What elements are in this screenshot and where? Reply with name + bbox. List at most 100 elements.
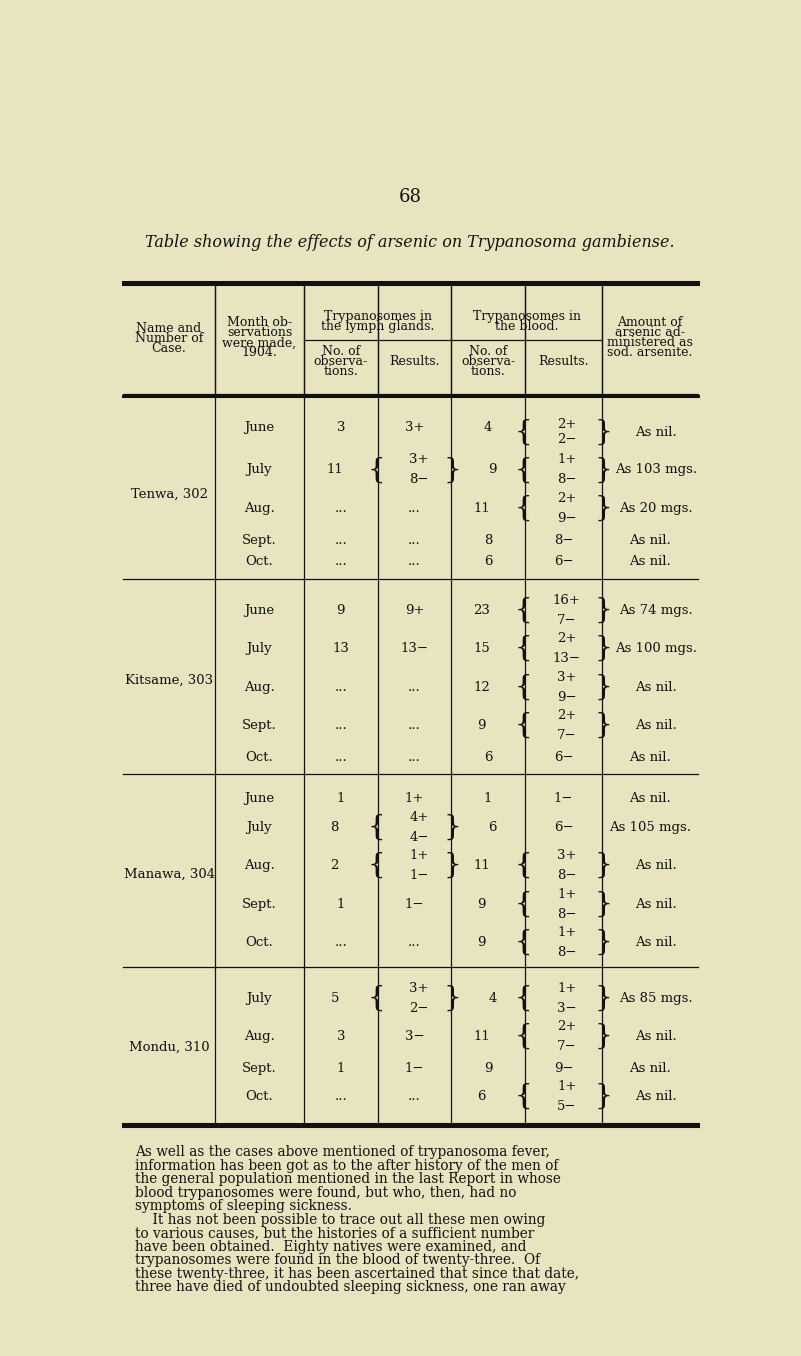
Text: tions.: tions. [324, 365, 358, 378]
Text: }: } [444, 852, 461, 879]
Text: }: } [595, 984, 613, 1012]
Text: tions.: tions. [471, 365, 505, 378]
Text: 13−: 13− [553, 652, 581, 664]
Text: {: { [514, 457, 532, 484]
Text: As nil.: As nil. [629, 751, 671, 763]
Text: trypanosomes were found in the blood of twenty-three.  Of: trypanosomes were found in the blood of … [135, 1253, 540, 1267]
Text: As well as the cases above mentioned of trypanosoma fever,: As well as the cases above mentioned of … [135, 1146, 549, 1159]
Text: }: } [595, 852, 613, 879]
Text: ...: ... [408, 751, 421, 763]
Text: 3+: 3+ [409, 453, 429, 466]
Text: }: } [444, 984, 461, 1012]
Text: 11: 11 [473, 1031, 490, 1043]
Text: }: } [444, 814, 461, 841]
Text: 11: 11 [326, 464, 343, 476]
Text: {: { [514, 419, 532, 446]
Text: 1−: 1− [553, 792, 574, 805]
Text: 1+: 1+ [557, 888, 577, 900]
Text: ...: ... [334, 502, 347, 515]
Text: Aug.: Aug. [244, 502, 275, 515]
Text: 8: 8 [330, 820, 339, 834]
Text: {: { [367, 852, 384, 879]
Text: 2+: 2+ [557, 418, 577, 431]
Text: ...: ... [334, 555, 347, 568]
Text: {: { [514, 929, 532, 956]
Text: Manawa, 304: Manawa, 304 [123, 868, 215, 880]
Text: July: July [247, 464, 272, 476]
Text: 3+: 3+ [409, 982, 429, 995]
Text: As nil.: As nil. [635, 426, 677, 439]
Text: As 74 mgs.: As 74 mgs. [619, 603, 693, 617]
Text: ...: ... [334, 936, 347, 949]
Text: Oct.: Oct. [246, 936, 273, 949]
Text: 12: 12 [473, 681, 490, 693]
Text: the general population mentioned in the last Report in whose: the general population mentioned in the … [135, 1172, 561, 1186]
Text: 6: 6 [484, 751, 493, 763]
Text: Oct.: Oct. [246, 1090, 273, 1104]
Text: 1: 1 [484, 792, 492, 805]
Text: 23: 23 [473, 603, 490, 617]
Text: {: { [514, 597, 532, 624]
Text: Oct.: Oct. [246, 555, 273, 568]
Text: 15: 15 [473, 643, 490, 655]
Text: 9: 9 [489, 464, 497, 476]
Text: Trypanosomes in: Trypanosomes in [324, 311, 432, 323]
Text: }: } [595, 1083, 613, 1111]
Text: 3+: 3+ [557, 849, 577, 862]
Text: {: { [514, 1083, 532, 1111]
Text: June: June [244, 792, 275, 805]
Text: observa-: observa- [461, 355, 515, 367]
Text: As nil.: As nil. [635, 898, 677, 911]
Text: As 85 mgs.: As 85 mgs. [619, 991, 693, 1005]
Text: 6−: 6− [553, 820, 574, 834]
Text: 1+: 1+ [409, 849, 429, 862]
Text: }: } [595, 891, 613, 918]
Text: 6−: 6− [553, 751, 574, 763]
Text: 7−: 7− [557, 730, 577, 742]
Text: 2+: 2+ [557, 632, 577, 645]
Text: 9: 9 [477, 719, 486, 732]
Text: It has not been possible to trace out all these men owing: It has not been possible to trace out al… [135, 1212, 545, 1227]
Text: 2+: 2+ [557, 709, 577, 723]
Text: {: { [514, 1024, 532, 1050]
Text: ...: ... [334, 533, 347, 546]
Text: 2: 2 [330, 860, 339, 872]
Text: 9−: 9− [553, 1062, 574, 1075]
Text: 4−: 4− [409, 831, 429, 843]
Text: 13: 13 [332, 643, 349, 655]
Text: 2−: 2− [557, 434, 577, 446]
Text: ...: ... [334, 719, 347, 732]
Text: As nil.: As nil. [629, 533, 671, 546]
Text: No. of: No. of [469, 344, 507, 358]
Text: 9−: 9− [557, 513, 577, 525]
Text: ...: ... [408, 719, 421, 732]
Text: Sept.: Sept. [242, 898, 277, 911]
Text: 3: 3 [336, 1031, 345, 1043]
Text: 6: 6 [484, 555, 493, 568]
Text: 13−: 13− [400, 643, 429, 655]
Text: Sept.: Sept. [242, 1062, 277, 1075]
Text: 2+: 2+ [557, 1020, 577, 1033]
Text: As nil.: As nil. [635, 719, 677, 732]
Text: to various causes, but the histories of a sufficient number: to various causes, but the histories of … [135, 1226, 534, 1241]
Text: ...: ... [334, 681, 347, 693]
Text: 6: 6 [477, 1090, 486, 1104]
Text: {: { [514, 852, 532, 879]
Text: As nil.: As nil. [635, 1090, 677, 1104]
Text: ...: ... [408, 936, 421, 949]
Text: 1−: 1− [409, 869, 429, 883]
Text: have been obtained.  Eighty natives were examined, and: have been obtained. Eighty natives were … [135, 1239, 526, 1253]
Text: 6−: 6− [553, 555, 574, 568]
Text: Sept.: Sept. [242, 533, 277, 546]
Text: }: } [595, 674, 613, 701]
Text: {: { [514, 712, 532, 739]
Text: 1−: 1− [405, 898, 425, 911]
Text: July: July [247, 820, 272, 834]
Text: ...: ... [408, 681, 421, 693]
Text: 2+: 2+ [557, 492, 577, 504]
Text: 9: 9 [477, 936, 486, 949]
Text: 1−: 1− [405, 1062, 425, 1075]
Text: Mondu, 310: Mondu, 310 [129, 1041, 209, 1054]
Text: As nil.: As nil. [635, 681, 677, 693]
Text: blood trypanosomes were found, but who, then, had no: blood trypanosomes were found, but who, … [135, 1185, 517, 1200]
